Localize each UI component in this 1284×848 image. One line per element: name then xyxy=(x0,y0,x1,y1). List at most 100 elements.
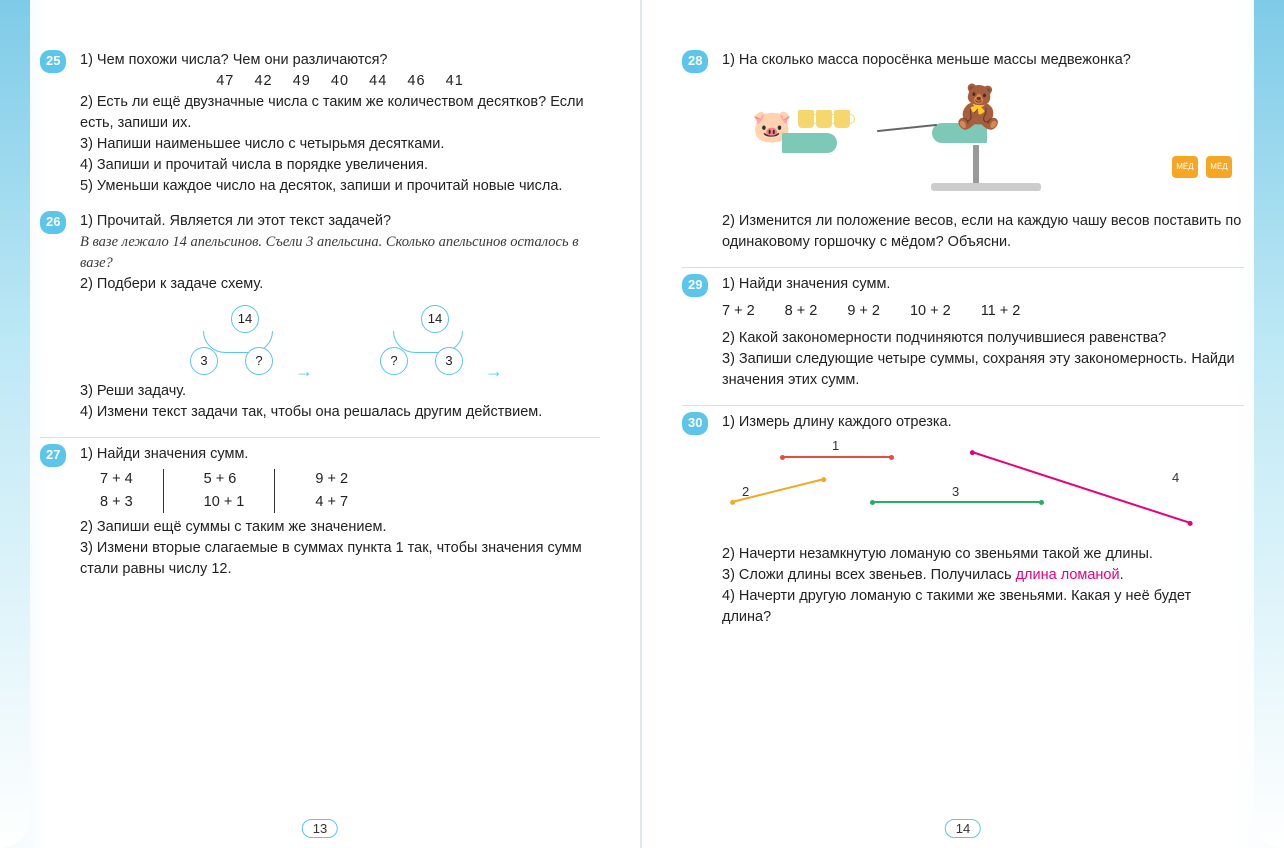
exercise-26: 26 1) Прочитай. Является ли этот текст з… xyxy=(40,211,600,423)
exercise-25: 25 1) Чем похожи числа? Чем они различаю… xyxy=(40,50,600,197)
segment-4 xyxy=(972,451,1191,524)
segment-label-4: 4 xyxy=(1172,469,1179,488)
scheme1-right: ? xyxy=(245,347,273,375)
scheme-1: 14 3 ? → xyxy=(185,305,305,375)
exercise-number-badge: 27 xyxy=(40,444,66,467)
balance-scale-illustration: 🐷 🧸 МЁД МЁД xyxy=(722,75,1244,205)
sum: 11 + 2 xyxy=(981,301,1021,322)
exercise-number-badge: 29 xyxy=(682,274,708,297)
line-segments-figure: 1 4 2 3 xyxy=(722,441,1244,536)
ex25-q1: 1) Чем похожи числа? Чем они различаются… xyxy=(80,50,600,71)
ex28-q1: 1) На сколько масса поросёнка меньше мас… xyxy=(722,50,1244,71)
balance-base xyxy=(931,183,1041,191)
sums-col-3: 9 + 2 4 + 7 xyxy=(315,469,378,513)
exercise-number-badge: 30 xyxy=(682,412,708,435)
segment-label-3: 3 xyxy=(952,483,959,502)
ex30-q3-highlight: длина ломаной xyxy=(1016,567,1120,583)
cup-icon xyxy=(798,110,814,128)
exercise-27: 27 1) Найди значения сумм. 7 + 4 8 + 3 5… xyxy=(40,444,600,580)
sums-col-2: 5 + 6 10 + 1 xyxy=(204,469,276,513)
arrow-icon: → xyxy=(295,358,313,384)
ex26-q2: 2) Подбери к задаче схему. xyxy=(80,274,600,295)
segment-1 xyxy=(782,456,892,458)
ex26-story: В вазе лежало 14 апельсинов. Съели 3 апе… xyxy=(80,232,600,274)
balance-beam xyxy=(877,124,937,132)
scheme-2: 14 ? 3 → xyxy=(375,305,495,375)
ex29-q3: 3) Запиши следующие четыре суммы, сохран… xyxy=(722,349,1244,391)
cup-icon xyxy=(816,110,832,128)
sum: 5 + 6 xyxy=(204,469,245,490)
sum: 9 + 2 xyxy=(315,469,348,490)
ex30-q2: 2) Начерти незамкнутую ломаную со звенья… xyxy=(722,544,1244,565)
ex25-numbers: 47 42 49 40 44 46 41 xyxy=(80,71,600,92)
exercise-number-badge: 28 xyxy=(682,50,708,73)
exercise-number-badge: 26 xyxy=(40,211,66,234)
page-number: 14 xyxy=(945,819,981,838)
honey-pot-icon: МЁД xyxy=(1172,156,1198,178)
scheme2-right: 3 xyxy=(435,347,463,375)
cup-icon xyxy=(834,110,850,128)
ex25-q4: 4) Запиши и прочитай числа в порядке уве… xyxy=(80,155,600,176)
seg-endpoint xyxy=(1187,520,1193,526)
ex27-q1: 1) Найди значения сумм. xyxy=(80,444,600,465)
scheme1-left: 3 xyxy=(190,347,218,375)
seg-endpoint xyxy=(1039,500,1044,505)
ex30-q3c: . xyxy=(1120,567,1124,583)
segment-label-1: 1 xyxy=(832,437,839,456)
sum: 8 + 3 xyxy=(100,492,133,513)
ex26-q1: 1) Прочитай. Является ли этот текст зада… xyxy=(80,211,600,232)
exercise-28: 28 1) На сколько масса поросёнка меньше … xyxy=(682,50,1244,253)
scheme1-top: 14 xyxy=(231,305,259,333)
duck-pan-left-icon xyxy=(782,133,837,153)
balance-stand xyxy=(973,145,979,185)
ex30-q3a: 3) Сложи длины всех звеньев. Получилась xyxy=(722,567,1016,583)
ex30-q4: 4) Начерти другую ломаную с такими же зв… xyxy=(722,586,1244,628)
honey-pots: МЁД МЁД xyxy=(1170,155,1234,178)
seg-endpoint xyxy=(969,449,975,455)
scheme2-top: 14 xyxy=(421,305,449,333)
segment-label-2: 2 xyxy=(742,483,749,502)
seg-endpoint xyxy=(889,455,894,460)
exercise-number-badge: 25 xyxy=(40,50,66,73)
honey-pot-icon: МЁД xyxy=(1206,156,1232,178)
page-left: 25 1) Чем похожи числа? Чем они различаю… xyxy=(0,0,642,848)
arrow-icon: → xyxy=(485,358,503,384)
sum: 7 + 4 xyxy=(100,469,133,490)
sum: 10 + 1 xyxy=(204,492,245,513)
schemes-row: 14 3 ? → 14 ? 3 → xyxy=(80,305,600,375)
seg-endpoint xyxy=(729,499,735,505)
ex27-q3: 3) Измени вторые слагаемые в суммах пунк… xyxy=(80,538,600,580)
ex25-q3: 3) Напиши наименьшее число с четырьмя де… xyxy=(80,134,600,155)
sum: 4 + 7 xyxy=(315,492,348,513)
ex27-q2: 2) Запиши ещё суммы с таким же значением… xyxy=(80,517,600,538)
ex28-q2: 2) Изменится ли положение весов, если на… xyxy=(722,211,1244,253)
sum: 8 + 2 xyxy=(785,301,818,322)
page-right: 28 1) На сколько масса поросёнка меньше … xyxy=(642,0,1284,848)
ex29-q1: 1) Найди значения сумм. xyxy=(722,274,1244,295)
divider xyxy=(682,267,1244,268)
ex26-q3: 3) Реши задачу. xyxy=(80,381,600,402)
scheme2-left: ? xyxy=(380,347,408,375)
sum: 7 + 2 xyxy=(722,301,755,322)
seg-endpoint xyxy=(780,455,785,460)
ex29-q2: 2) Какой закономерности подчиняются полу… xyxy=(722,328,1244,349)
ex30-q3: 3) Сложи длины всех звеньев. Получилась … xyxy=(722,565,1244,586)
ex25-q2: 2) Есть ли ещё двузначные числа с таким … xyxy=(80,92,600,134)
sums-col-1: 7 + 4 8 + 3 xyxy=(100,469,164,513)
sums-grid: 7 + 4 8 + 3 5 + 6 10 + 1 9 + 2 4 + 7 xyxy=(100,469,600,513)
divider xyxy=(40,437,600,438)
cups-left xyxy=(797,110,851,135)
divider xyxy=(682,405,1244,406)
seg-endpoint xyxy=(821,476,827,482)
ex30-q1: 1) Измерь длину каждого отрезка. xyxy=(722,412,1244,433)
exercise-30: 30 1) Измерь длину каждого отрезка. 1 4 … xyxy=(682,412,1244,628)
sum: 9 + 2 xyxy=(847,301,880,322)
bear-icon: 🧸 xyxy=(952,77,1004,138)
seg-endpoint xyxy=(870,500,875,505)
page-number: 13 xyxy=(302,819,338,838)
sum: 10 + 2 xyxy=(910,301,951,322)
exercise-29: 29 1) Найди значения сумм. 7 + 2 8 + 2 9… xyxy=(682,274,1244,391)
ex25-q5: 5) Уменьши каждое число на десяток, запи… xyxy=(80,176,600,197)
ex26-q4: 4) Измени текст задачи так, чтобы она ре… xyxy=(80,402,600,423)
sums-row: 7 + 2 8 + 2 9 + 2 10 + 2 11 + 2 xyxy=(722,301,1244,322)
